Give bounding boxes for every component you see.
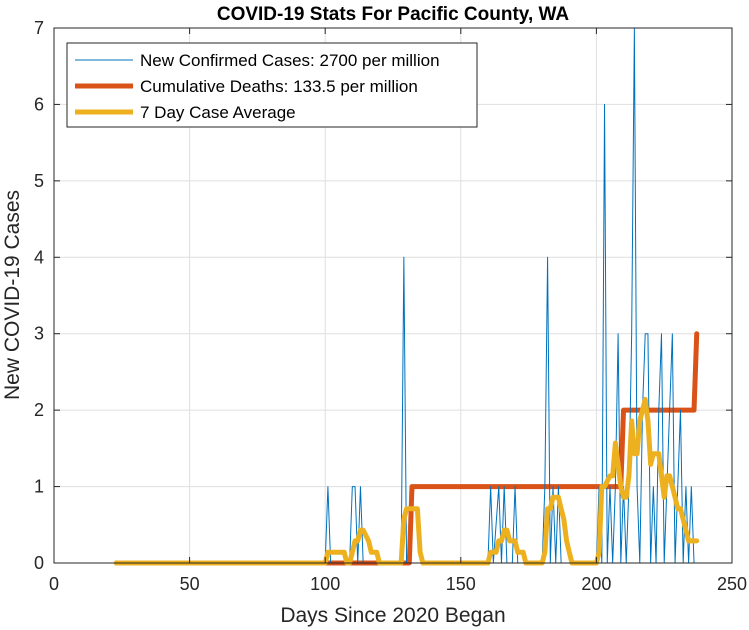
x-tick-label: 250 — [717, 574, 747, 594]
y-tick-label: 5 — [34, 171, 44, 191]
legend-label: 7 Day Case Average — [140, 103, 296, 122]
y-tick-label: 2 — [34, 400, 44, 420]
x-tick-label: 100 — [310, 574, 340, 594]
series-line-2 — [113, 396, 700, 566]
x-tick-label: 0 — [49, 574, 59, 594]
legend-label: Cumulative Deaths: 133.5 per million — [140, 77, 418, 96]
x-tick-label: 200 — [581, 574, 611, 594]
y-axis-label: New COVID-19 Cases — [1, 190, 24, 400]
y-tick-label: 0 — [34, 553, 44, 573]
legend-label: New Confirmed Cases: 2700 per million — [140, 51, 440, 70]
x-tick-label: 50 — [180, 574, 200, 594]
y-tick-label: 1 — [34, 477, 44, 497]
chart-title: COVID-19 Stats For Pacific County, WA — [217, 4, 570, 25]
y-tick-label: 7 — [34, 18, 44, 38]
legend: New Confirmed Cases: 2700 per million Cum… — [66, 42, 478, 128]
y-tick-label: 3 — [34, 324, 44, 344]
ticks: 0 50 100 150 200 250 0 1 2 3 4 5 6 7 — [34, 18, 747, 594]
y-tick-label: 6 — [34, 94, 44, 114]
legend-box — [66, 42, 478, 128]
x-axis-label: Days Since 2020 Began — [280, 604, 505, 627]
y-tick-label: 4 — [34, 247, 44, 267]
x-tick-label: 150 — [446, 574, 476, 594]
series-line-0 — [115, 27, 698, 564]
plot-frame — [53, 27, 733, 564]
